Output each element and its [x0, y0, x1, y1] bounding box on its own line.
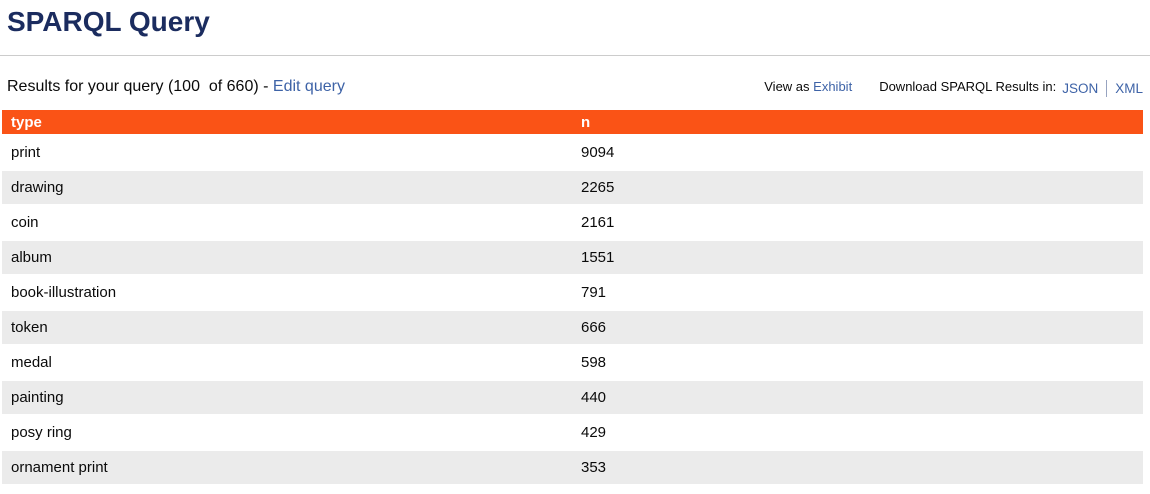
results-summary: Results for your query (100 of 660) - Ed…: [7, 78, 345, 96]
download-links: JSON XML: [1062, 80, 1143, 97]
n-cell: 9094: [572, 136, 1143, 169]
n-cell: 2265: [572, 171, 1143, 204]
results-actions: View as Exhibit Download SPARQL Results …: [764, 78, 1143, 97]
n-cell: 791: [572, 276, 1143, 309]
type-cell: ornament print: [2, 451, 572, 484]
n-cell: 598: [572, 346, 1143, 379]
n-cell: 429: [572, 416, 1143, 449]
column-header-n: n: [572, 110, 1143, 134]
table-row: drawing 2265: [2, 171, 1143, 204]
download-xml-link[interactable]: XML: [1115, 81, 1143, 96]
table-row: ornament print 353: [2, 451, 1143, 484]
title-divider: [0, 55, 1150, 56]
table-row: coin 2161: [2, 206, 1143, 239]
n-cell: 666: [572, 311, 1143, 344]
results-bar: Results for your query (100 of 660) - Ed…: [7, 78, 1143, 97]
table-row: painting 440: [2, 381, 1143, 414]
table-row: book-illustration 791: [2, 276, 1143, 309]
type-cell: painting: [2, 381, 572, 414]
type-cell: medal: [2, 346, 572, 379]
table-row: medal 598: [2, 346, 1143, 379]
edit-query-link[interactable]: Edit query: [272, 78, 345, 95]
download-label: Download SPARQL Results in:: [879, 79, 1057, 94]
download-json-link[interactable]: JSON: [1062, 81, 1099, 96]
n-cell: 1551: [572, 241, 1143, 274]
view-as-label: View as: [764, 79, 814, 94]
results-table: type n print 9094 drawing 2265 coin 2161…: [2, 108, 1143, 486]
exhibit-link[interactable]: Exhibit: [813, 79, 853, 94]
view-as-group: View as Exhibit: [764, 79, 852, 94]
type-cell: book-illustration: [2, 276, 572, 309]
table-body: print 9094 drawing 2265 coin 2161 album …: [2, 136, 1143, 484]
type-cell: coin: [2, 206, 572, 239]
column-header-type: type: [2, 110, 572, 134]
n-cell: 440: [572, 381, 1143, 414]
type-cell: drawing: [2, 171, 572, 204]
table-row: token 666: [2, 311, 1143, 344]
type-cell: posy ring: [2, 416, 572, 449]
n-cell: 353: [572, 451, 1143, 484]
results-count-text: Results for your query (100 of 660) -: [7, 78, 273, 95]
page-title: SPARQL Query: [7, 6, 210, 37]
type-cell: token: [2, 311, 572, 344]
n-cell: 2161: [572, 206, 1143, 239]
type-cell: album: [2, 241, 572, 274]
table-row: posy ring 429: [2, 416, 1143, 449]
table-row: album 1551: [2, 241, 1143, 274]
vertical-divider: [1106, 80, 1108, 97]
table-header-row: type n: [2, 110, 1143, 134]
download-group: Download SPARQL Results in: JSON XML: [879, 78, 1143, 97]
type-cell: print: [2, 136, 572, 169]
table-row: print 9094: [2, 136, 1143, 169]
